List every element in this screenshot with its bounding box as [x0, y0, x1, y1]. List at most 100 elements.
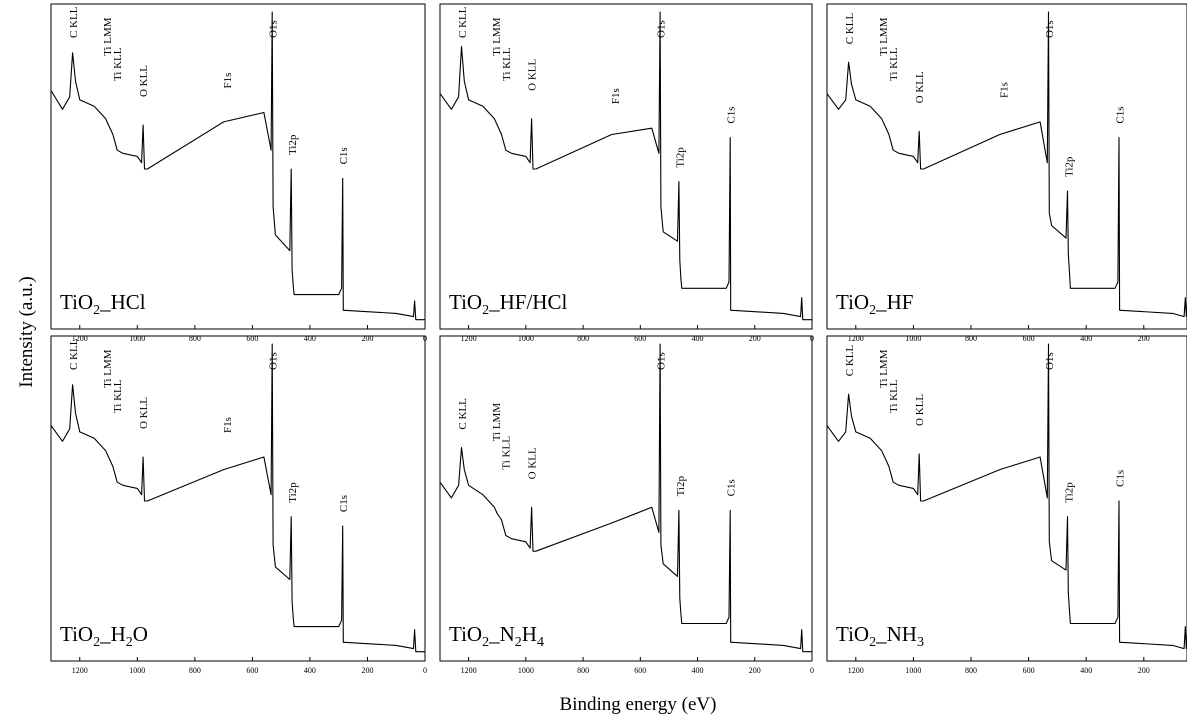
x-tick-label: 800	[189, 666, 201, 675]
peak-label: Ti LMM	[491, 17, 503, 56]
sample-label-text: _HF	[875, 290, 913, 314]
peak-label: O1s	[268, 20, 280, 38]
x-tick-label: 1200	[461, 334, 477, 343]
sample-label-subscript: 2	[869, 635, 876, 650]
panel-frame	[439, 335, 813, 662]
x-tick-label: 600	[246, 666, 258, 675]
x-tick-label: 400	[692, 334, 704, 343]
x-tick-label: 1200	[848, 334, 864, 343]
peak-label: O KLL	[527, 447, 539, 479]
y-axis-label: Intensity (a.u.)	[16, 276, 37, 387]
x-tick-label: 1000	[129, 334, 145, 343]
panel-frame	[826, 335, 1187, 662]
peak-label: C KLL	[457, 6, 469, 38]
x-axis-label: Binding energy (eV)	[560, 694, 717, 715]
sample-label-subscript: 4	[537, 635, 544, 650]
x-tick-label: 200	[361, 334, 373, 343]
x-tick-label: 1200	[848, 666, 864, 675]
x-tick-label: 200	[1138, 666, 1150, 675]
peak-label: Ti2p	[675, 147, 687, 168]
peak-label: F1s	[222, 73, 234, 89]
peak-label: Ti2p	[675, 476, 687, 497]
peak-label: C KLL	[457, 398, 469, 430]
sample-label-text: _HF/HCl	[488, 290, 567, 314]
peak-label: Ti2p	[287, 482, 299, 503]
x-tick-label: 400	[692, 666, 704, 675]
sample-label-text: H	[522, 622, 537, 646]
peak-label: Ti KLL	[888, 47, 900, 81]
peak-label: C KLL	[844, 12, 856, 44]
sample-label-text: _H	[99, 622, 126, 646]
sample-label-text: _NH	[875, 622, 917, 646]
peak-label: O KLL	[527, 58, 539, 90]
sample-label-text: TiO	[449, 290, 482, 314]
sample-label-subscript: 2	[93, 303, 100, 318]
sample-label-text: TiO	[836, 290, 869, 314]
x-tick-label: 600	[1023, 334, 1035, 343]
x-tick-label: 1000	[905, 334, 921, 343]
peak-label: F1s	[222, 417, 234, 433]
x-tick-label: 800	[577, 666, 589, 675]
x-tick-label: 1000	[518, 666, 534, 675]
x-tick-label: 400	[304, 666, 316, 675]
x-tick-label: 400	[1080, 666, 1092, 675]
x-tick-label: 600	[1023, 666, 1035, 675]
peak-label: F1s	[998, 82, 1010, 98]
peak-label: Ti LMM	[878, 17, 890, 56]
panel-frame	[439, 3, 813, 330]
peak-label: C1s	[338, 147, 350, 164]
x-tick-label: 200	[1138, 334, 1150, 343]
peak-label: O1s	[1044, 352, 1056, 370]
peak-label: O KLL	[138, 397, 150, 429]
peak-label: Ti KLL	[112, 47, 124, 81]
peak-label: O1s	[655, 20, 667, 38]
peak-label: Ti KLL	[501, 47, 513, 81]
x-tick-label: 800	[965, 666, 977, 675]
peak-label: Ti2p	[1063, 482, 1075, 503]
x-tick-label: 600	[634, 666, 646, 675]
spectrum-line	[50, 343, 425, 653]
x-tick-label: 600	[246, 334, 258, 343]
peak-label: O KLL	[138, 65, 150, 97]
sample-label-subscript: 2	[515, 635, 522, 650]
x-tick-label: 800	[965, 334, 977, 343]
peak-label: F1s	[610, 88, 622, 104]
sample-label-text: TiO	[60, 622, 93, 646]
x-tick-label: 800	[189, 334, 201, 343]
spectrum-line	[439, 343, 812, 653]
peak-label: Ti KLL	[501, 436, 513, 470]
x-tick-label: 1000	[905, 666, 921, 675]
peak-label: C1s	[725, 479, 737, 496]
peak-label: C KLL	[68, 6, 80, 38]
peak-label: O1s	[268, 352, 280, 370]
sample-label-subscript: 2	[482, 303, 489, 318]
sample-label: TiO2_HF/HCl	[449, 290, 567, 318]
peak-label: C1s	[338, 495, 350, 512]
spectrum-line	[826, 11, 1187, 318]
panel-frame	[50, 3, 426, 330]
peak-label: C1s	[1114, 106, 1126, 123]
x-tick-label: 1000	[129, 666, 145, 675]
x-tick-label: 0	[810, 666, 814, 675]
sample-label-text: _N	[488, 622, 515, 646]
peak-label: Ti LMM	[878, 349, 890, 388]
x-tick-label: 200	[361, 666, 373, 675]
peak-label: Ti KLL	[112, 379, 124, 413]
sample-label-text: TiO	[836, 622, 869, 646]
x-tick-label: 600	[634, 334, 646, 343]
peak-label: C KLL	[844, 344, 856, 376]
sample-label-subscript: 2	[869, 303, 876, 318]
sample-label: TiO2_NH3	[836, 622, 924, 650]
sample-label: TiO2_N2H4	[449, 622, 544, 650]
spectrum-line	[50, 11, 425, 321]
sample-label: TiO2_HF	[836, 290, 913, 318]
sample-label: TiO2_H2O	[60, 622, 148, 650]
panel-frame	[826, 3, 1187, 330]
sample-label-text: _HCl	[99, 290, 146, 314]
